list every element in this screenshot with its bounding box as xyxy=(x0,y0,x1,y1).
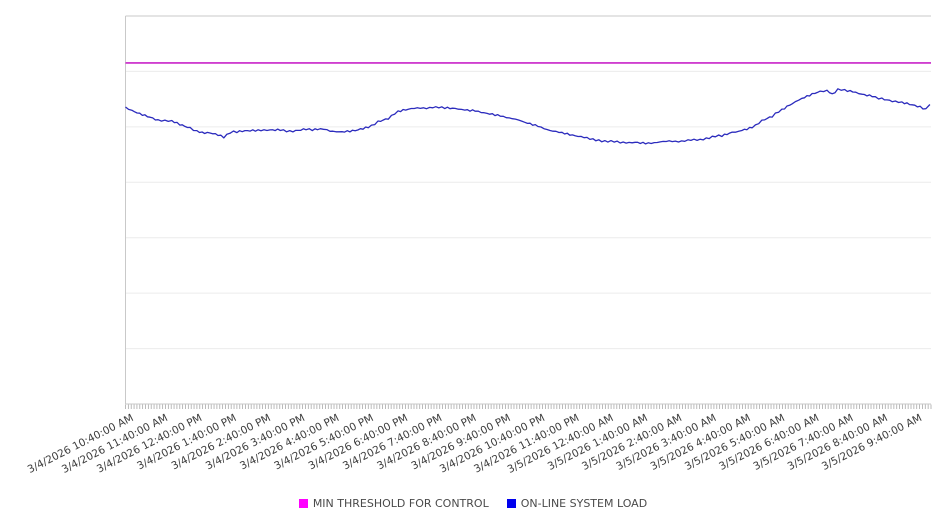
legend-label-load: ON-LINE SYSTEM LOAD xyxy=(520,497,648,510)
timeseries-chart: 3/4/2026 10:40:00 AM3/4/2026 11:40:00 AM… xyxy=(26,15,932,476)
legend-swatch-threshold-icon xyxy=(298,499,308,508)
legend-item-min-threshold[interactable]: MIN THRESHOLD FOR CONTROL xyxy=(298,497,489,510)
online-system-load-line xyxy=(125,88,931,145)
legend-label-threshold: MIN THRESHOLD FOR CONTROL xyxy=(312,497,489,510)
chart-legend: MIN THRESHOLD FOR CONTROL ON-LINE SYSTEM… xyxy=(0,497,946,510)
legend-item-system-load[interactable]: ON-LINE SYSTEM LOAD xyxy=(506,497,648,510)
legend-swatch-load-icon xyxy=(506,499,516,508)
